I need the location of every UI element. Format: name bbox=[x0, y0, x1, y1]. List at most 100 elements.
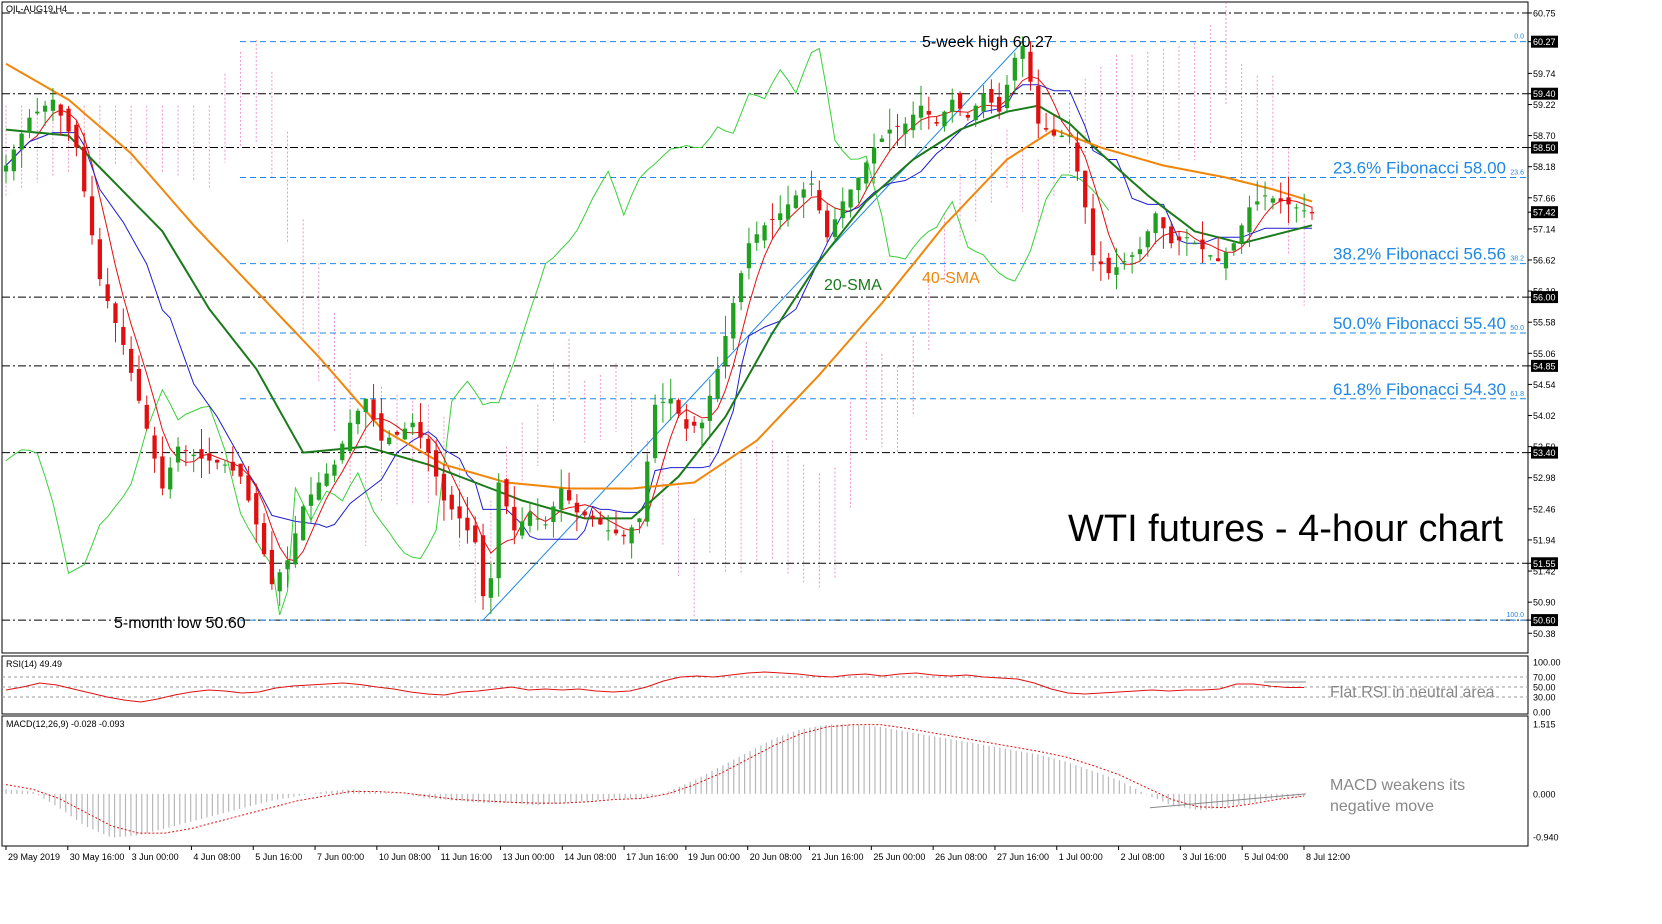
swing-trend-line bbox=[482, 41, 1024, 621]
base-line bbox=[5, 84, 1312, 540]
x-tick-label: 30 May 16:00 bbox=[70, 852, 125, 862]
x-tick-label: 4 Jun 08:00 bbox=[193, 852, 240, 862]
candle-body bbox=[817, 190, 822, 211]
y-highlight-box bbox=[1531, 359, 1558, 372]
candle-body bbox=[676, 400, 681, 414]
candle-body bbox=[770, 218, 775, 220]
candle-body bbox=[1129, 255, 1135, 257]
candle-body bbox=[1114, 267, 1119, 275]
high-annotation: 5-week high 60.27 bbox=[922, 34, 1053, 51]
candle-body bbox=[58, 104, 63, 116]
candle-body bbox=[606, 530, 611, 532]
candle-body bbox=[347, 422, 353, 452]
time-axis: 29 May 2019 30 May 16:00 3 Jun 00:00 4 Jun … bbox=[5, 846, 1350, 862]
candle-body bbox=[997, 96, 1002, 112]
candle-body bbox=[950, 99, 955, 112]
fib-label: 50.0% Fibonacci 55.40 bbox=[1333, 314, 1506, 333]
candle-body bbox=[410, 422, 415, 428]
candle-body bbox=[1043, 128, 1049, 130]
y-highlight-label: 54.85 bbox=[1533, 361, 1556, 371]
candle-body bbox=[1270, 198, 1276, 203]
x-tick-label: 21 Jun 16:00 bbox=[812, 852, 864, 862]
candle-body bbox=[918, 105, 924, 118]
rsi-annotation: Flat RSI in neutral area bbox=[1330, 684, 1495, 701]
candle-body bbox=[105, 284, 110, 302]
candle-body bbox=[387, 437, 392, 445]
y-tick-label: 57.14 bbox=[1533, 224, 1556, 234]
candle-body bbox=[97, 239, 102, 280]
candle-body bbox=[1286, 197, 1291, 205]
macd-signal-line bbox=[5, 724, 1305, 834]
candle-body bbox=[1216, 258, 1221, 262]
candle-body bbox=[621, 534, 626, 537]
candle-body bbox=[504, 479, 509, 507]
fib-tag-0: 0.0 bbox=[1514, 34, 1524, 41]
candle-body bbox=[1067, 135, 1072, 137]
x-tick-label: 5 Jul 04:00 bbox=[1244, 852, 1288, 862]
x-tick-label: 2 Jul 08:00 bbox=[1121, 852, 1165, 862]
macd-indicator: 1.515 0.000 -0.940 bbox=[5, 719, 1559, 843]
sma20-label: 20-SMA bbox=[824, 277, 882, 294]
candle-body bbox=[903, 123, 908, 134]
candle-body bbox=[449, 494, 454, 510]
y-highlight-label: 51.55 bbox=[1533, 559, 1556, 569]
candle-body bbox=[1278, 198, 1283, 202]
candle-body bbox=[574, 502, 580, 513]
x-tick-label: 13 Jun 00:00 bbox=[502, 852, 554, 862]
candle-body bbox=[801, 189, 806, 198]
x-tick-label: 1 Jul 00:00 bbox=[1059, 852, 1103, 862]
candle-body bbox=[981, 93, 986, 112]
candle-body bbox=[1004, 84, 1010, 109]
candle-body bbox=[27, 117, 32, 133]
y-highlight-box bbox=[1531, 446, 1558, 459]
candle-body bbox=[285, 560, 290, 570]
y-highlight-box bbox=[1531, 291, 1558, 304]
fib-label: 61.8% Fibonacci 54.30 bbox=[1333, 380, 1506, 399]
candle-body bbox=[1262, 195, 1268, 197]
candle-body bbox=[1247, 207, 1252, 233]
candle-body bbox=[926, 111, 931, 115]
x-tick-label: 25 Jun 00:00 bbox=[873, 852, 925, 862]
x-tick-label: 5 Jun 16:00 bbox=[255, 852, 302, 862]
candle-body bbox=[1122, 261, 1127, 263]
candle-body bbox=[566, 490, 572, 501]
candle-body bbox=[699, 422, 705, 429]
x-tick-label: 11 Jun 16:00 bbox=[441, 852, 492, 862]
candle-body bbox=[332, 464, 337, 476]
candle-body bbox=[1255, 201, 1260, 205]
y-tick-label: 54.02 bbox=[1533, 411, 1556, 421]
candle-body bbox=[457, 506, 462, 519]
conversion-line bbox=[5, 75, 1313, 562]
candle-body bbox=[871, 147, 877, 164]
candle-body bbox=[82, 146, 87, 192]
y-highlight-box bbox=[1531, 557, 1558, 570]
rsi-tick-label: 0.00 bbox=[1533, 708, 1551, 718]
candle-body bbox=[965, 114, 971, 118]
candle-body bbox=[1051, 130, 1057, 136]
candle-body bbox=[989, 88, 994, 103]
candle-body bbox=[911, 114, 916, 131]
candle-body bbox=[42, 105, 48, 112]
candle-body bbox=[363, 398, 368, 413]
candle-body bbox=[543, 524, 548, 526]
candle-body bbox=[207, 453, 212, 461]
macd-tick-label: 1.515 bbox=[1533, 719, 1556, 729]
y-tick-label: 60.75 bbox=[1533, 8, 1556, 18]
candle-body bbox=[793, 195, 798, 209]
candle-body bbox=[1169, 226, 1174, 244]
candle-body bbox=[1302, 210, 1307, 212]
candle-body bbox=[473, 525, 478, 543]
fib-label: 38.2% Fibonacci 56.56 bbox=[1333, 245, 1506, 264]
x-tick-label: 7 Jun 00:00 bbox=[317, 852, 364, 862]
candle-body bbox=[723, 335, 728, 366]
candle-body bbox=[293, 533, 298, 565]
candle-body bbox=[254, 493, 259, 525]
candle-body bbox=[371, 399, 376, 420]
candle-body bbox=[942, 111, 947, 127]
y-tick-label: 58.18 bbox=[1533, 162, 1556, 172]
candle-body bbox=[418, 422, 423, 438]
macd-panel-frame bbox=[1, 715, 1529, 847]
candle-body bbox=[809, 183, 814, 185]
y-tick-label: 55.06 bbox=[1533, 349, 1556, 359]
candle-body bbox=[864, 162, 869, 184]
